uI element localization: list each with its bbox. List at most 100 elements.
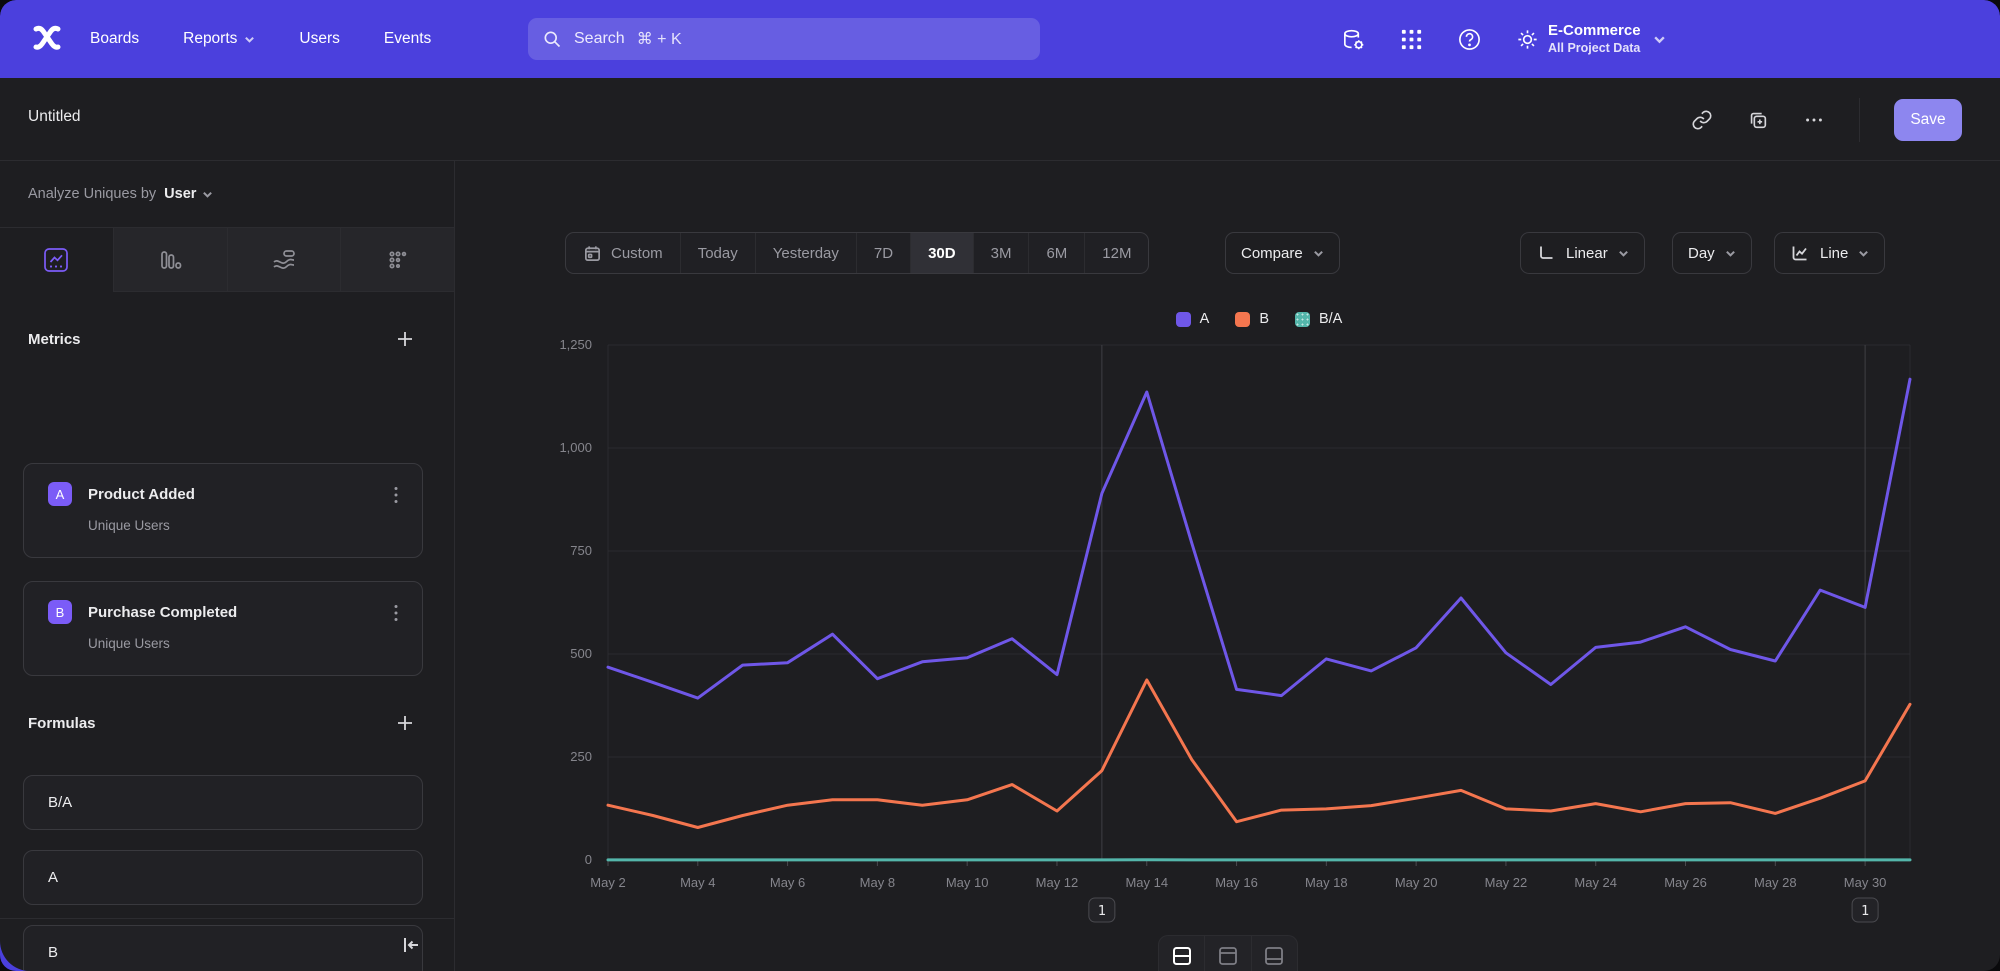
chart-panel: Custom Today Yesterday 7D 30D 3M 6M 12M …: [455, 161, 2000, 971]
svg-text:0: 0: [585, 852, 592, 867]
tab-insights[interactable]: [0, 228, 113, 292]
nav-item-label: Events: [383, 30, 432, 47]
content-area: Untitled Save Analyze Uniques by: [0, 78, 2000, 971]
line-chart[interactable]: 0 250 500 750 1,000 1,250 May 2 May 4 May 6 May 8…: [455, 321, 2000, 941]
metric-card-a[interactable]: A Product Added Unique Users: [23, 463, 423, 558]
svg-text:May 14: May 14: [1125, 875, 1168, 890]
formula-label: B/A: [48, 794, 73, 811]
range-label: Custom: [611, 244, 663, 262]
svg-text:May 24: May 24: [1574, 875, 1617, 890]
metric-card-b[interactable]: B Purchase Completed Unique Users: [23, 581, 423, 676]
range-yesterday[interactable]: Yesterday: [754, 233, 856, 273]
chevron-down-icon: [203, 191, 213, 198]
nav-utility-icons: [1341, 0, 1540, 78]
add-formula-icon[interactable]: [396, 714, 414, 732]
metric-subtitle: Unique Users: [88, 518, 170, 533]
collapse-sidebar-icon[interactable]: [400, 934, 422, 956]
apps-grid-icon[interactable]: [1399, 27, 1424, 52]
settings-gear-icon[interactable]: [1515, 27, 1540, 52]
legend-label: A: [1199, 311, 1210, 327]
range-label: Today: [697, 244, 738, 262]
sidebar-footer: [0, 918, 454, 971]
svg-text:May 10: May 10: [946, 875, 989, 890]
tab-funnels[interactable]: [112, 228, 227, 291]
layout-top-icon: [1219, 946, 1237, 965]
annotation-badge[interactable]: 1: [1851, 897, 1879, 923]
range-label: 12M: [1102, 244, 1132, 262]
project-scope: All Project Data: [1548, 40, 1641, 55]
layout-split-option[interactable]: [1159, 936, 1204, 971]
chart-legend: A B B/A: [608, 311, 1910, 327]
svg-text:May 4: May 4: [680, 875, 715, 890]
formula-card-ba[interactable]: B/A: [23, 775, 423, 830]
duplicate-icon[interactable]: [1747, 109, 1769, 131]
analyze-entity-dropdown[interactable]: User: [164, 186, 213, 202]
range-30d-selected[interactable]: 30D: [910, 233, 973, 273]
chevron-down-icon: [245, 36, 255, 43]
formula-card-b[interactable]: B: [23, 925, 423, 971]
search-input[interactable]: Search ⌘ + K: [528, 18, 1040, 60]
svg-text:May 6: May 6: [770, 875, 805, 890]
nav-item-events[interactable]: Events: [384, 30, 431, 48]
view-layout-toggle: [1158, 935, 1298, 971]
tab-flows[interactable]: [226, 228, 341, 291]
range-label: Yesterday: [772, 244, 839, 262]
legend-swatch-b: [1235, 311, 1251, 327]
svg-text:1: 1: [1098, 903, 1106, 919]
help-icon[interactable]: [1457, 27, 1482, 52]
range-7d[interactable]: 7D: [855, 233, 910, 273]
range-6m[interactable]: 6M: [1028, 233, 1084, 273]
nav-item-label: Boards: [90, 30, 140, 47]
add-metric-icon[interactable]: [396, 330, 414, 348]
mixpanel-logo[interactable]: [30, 22, 64, 56]
compare-dropdown[interactable]: Compare: [1225, 232, 1340, 274]
kebab-menu-icon[interactable]: [388, 486, 404, 504]
nav-item-reports[interactable]: Reports: [183, 30, 255, 48]
nav-item-boards[interactable]: Boards: [90, 30, 139, 48]
layout-top-option[interactable]: [1204, 936, 1250, 971]
project-switcher[interactable]: E-Commerce All Project Data: [1548, 0, 1984, 78]
svg-text:750: 750: [570, 543, 592, 558]
metrics-title: Metrics: [28, 330, 81, 348]
linear-axis-icon: [1540, 246, 1553, 259]
range-12m[interactable]: 12M: [1084, 233, 1148, 273]
chart-toolbar: Custom Today Yesterday 7D 30D 3M 6M 12M …: [455, 232, 2000, 274]
data-management-icon[interactable]: [1341, 27, 1366, 52]
nav-item-users[interactable]: Users: [299, 30, 339, 48]
svg-text:500: 500: [570, 646, 592, 661]
svg-text:1: 1: [1861, 903, 1869, 919]
range-label: 30D: [928, 244, 956, 262]
metric-name: Purchase Completed: [88, 603, 238, 621]
range-3m[interactable]: 3M: [972, 233, 1029, 273]
svg-text:May 26: May 26: [1664, 875, 1707, 890]
more-options-icon[interactable]: [1803, 109, 1825, 131]
search-shortcut: ⌘ + K: [636, 31, 682, 48]
svg-text:May 16: May 16: [1215, 875, 1258, 890]
calendar-icon: [584, 245, 601, 261]
legend-item-a[interactable]: A: [1175, 311, 1210, 327]
interval-dropdown[interactable]: Day: [1672, 232, 1752, 274]
report-actions: Save: [1691, 78, 1962, 161]
legend-label: B: [1259, 311, 1269, 327]
range-today[interactable]: Today: [679, 233, 755, 273]
formula-card-a[interactable]: A: [23, 850, 423, 905]
legend-item-b[interactable]: B: [1235, 311, 1269, 327]
annotation-badge[interactable]: 1: [1088, 897, 1116, 923]
formulas-title: Formulas: [28, 714, 96, 732]
search-label: Search: [574, 30, 625, 47]
svg-text:May 18: May 18: [1305, 875, 1348, 890]
compare-label: Compare: [1241, 244, 1303, 262]
chart-type-dropdown[interactable]: Line: [1774, 232, 1886, 274]
report-title[interactable]: Untitled: [28, 108, 81, 125]
copy-link-icon[interactable]: [1691, 109, 1713, 131]
svg-text:250: 250: [570, 749, 592, 764]
tab-retention[interactable]: [340, 228, 454, 291]
range-label: 7D: [873, 244, 894, 262]
range-custom[interactable]: Custom: [566, 233, 680, 273]
scale-dropdown[interactable]: Linear: [1520, 232, 1645, 274]
save-button[interactable]: Save: [1894, 98, 1962, 141]
kebab-menu-icon[interactable]: [388, 604, 404, 622]
layout-bottom-option[interactable]: [1250, 936, 1297, 971]
legend-item-ba[interactable]: B/A: [1294, 311, 1342, 327]
header-divider: [1859, 97, 1860, 142]
